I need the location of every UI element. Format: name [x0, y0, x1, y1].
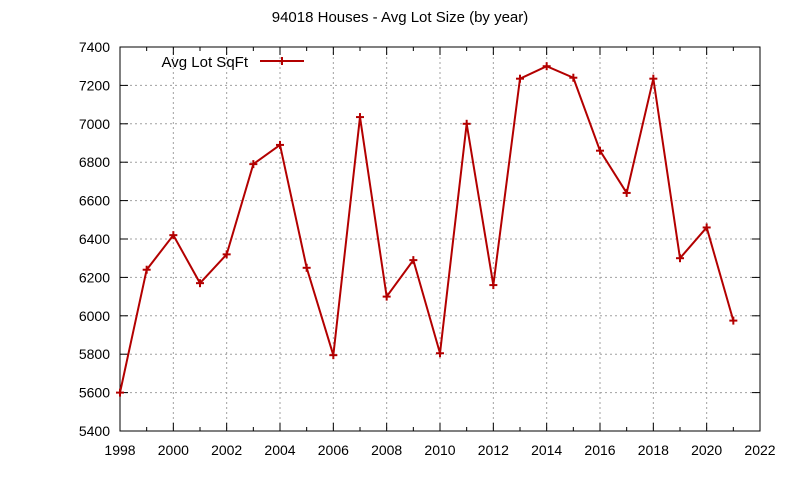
data-point: [462, 119, 471, 128]
x-tick-label: 2016: [584, 442, 615, 458]
data-point: [436, 349, 444, 358]
x-tick-label: 2000: [158, 442, 189, 458]
data-point: [142, 265, 151, 274]
data-point: [249, 160, 258, 169]
x-tick-label: 2022: [744, 442, 775, 458]
legend: Avg Lot SqFt: [162, 54, 304, 71]
data-point: [116, 388, 124, 397]
x-tick-label: 2020: [691, 442, 722, 458]
y-tick-label: 5400: [79, 423, 110, 439]
legend-label: Avg Lot SqFt: [162, 54, 249, 71]
y-tick-label: 6000: [79, 308, 110, 324]
data-point: [222, 250, 231, 259]
data-point: [649, 74, 658, 83]
x-tick-label: 1998: [104, 442, 135, 458]
series-layer: [116, 62, 738, 397]
axis-layer: 5400 5600 5800 6000 6200 6400 6600 6800 7000 7200…: [79, 39, 776, 458]
data-point: [516, 74, 524, 83]
x-tick-label: 2006: [318, 442, 349, 458]
data-point: [302, 263, 311, 272]
data-point: [409, 256, 418, 265]
data-point: [329, 351, 338, 360]
y-tick-label: 7400: [79, 39, 110, 55]
data-point: [676, 254, 684, 263]
series-line: [119, 65, 735, 393]
grid-layer: [120, 47, 760, 431]
data-point: [729, 316, 738, 325]
x-tick-label: 2004: [264, 442, 295, 458]
y-tick-label: 6200: [79, 269, 110, 285]
data-point: [276, 140, 284, 149]
y-tick-label: 6400: [79, 231, 110, 247]
x-tick-label: 2010: [424, 442, 455, 458]
x-tick-label: 2014: [531, 442, 562, 458]
y-tick-label: 7200: [79, 77, 110, 93]
y-tick-label: 7000: [79, 116, 110, 132]
y-tick-label: 5600: [79, 385, 110, 401]
x-tick-label: 2012: [478, 442, 509, 458]
data-point: [489, 281, 498, 290]
data-point: [702, 223, 711, 232]
data-point: [196, 279, 204, 288]
data-point: [542, 62, 551, 71]
y-tick-label: 6600: [79, 193, 110, 209]
data-point: [569, 73, 578, 82]
y-tick-label: 5800: [79, 346, 110, 362]
y-tick-label: 6800: [79, 154, 110, 170]
data-point: [622, 188, 631, 197]
data-point: [382, 292, 391, 301]
chart-title: 94018 Houses - Avg Lot Size (by year): [272, 9, 529, 26]
data-point: [169, 231, 178, 240]
data-point: [596, 146, 604, 155]
x-tick-label: 2018: [638, 442, 669, 458]
data-point: [356, 113, 364, 122]
x-tick-label: 2008: [371, 442, 402, 458]
x-tick-label: 2002: [211, 442, 242, 458]
